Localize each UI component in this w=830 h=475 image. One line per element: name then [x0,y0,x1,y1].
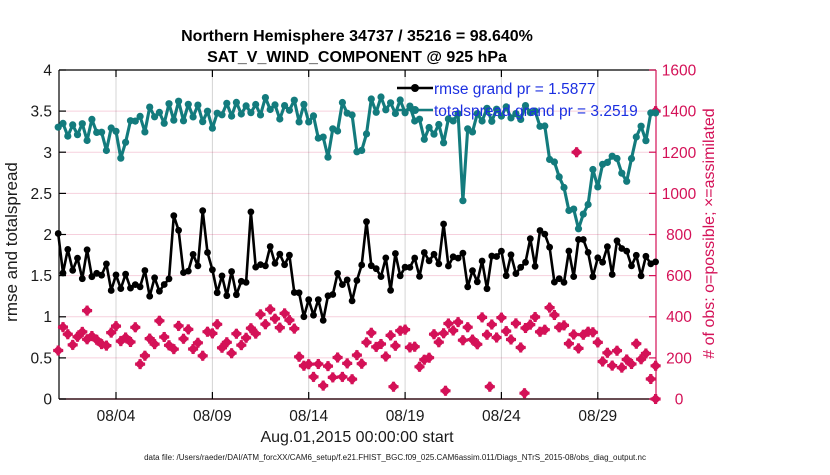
svg-text:1400: 1400 [662,104,697,121]
svg-text:# of obs: o=possible; ×=assimi: # of obs: o=possible; ×=assimilated [701,108,718,358]
svg-text:1.5: 1.5 [30,268,52,285]
svg-text:2.5: 2.5 [30,186,52,203]
svg-text:08/29: 08/29 [578,408,617,425]
svg-text:600: 600 [666,268,692,285]
svg-text:08/24: 08/24 [482,408,521,425]
svg-text:08/09: 08/09 [193,408,232,425]
svg-text:200: 200 [666,350,692,367]
svg-text:rmse grand pr = 1.5877: rmse grand pr = 1.5877 [434,81,596,98]
svg-text:800: 800 [666,227,692,244]
svg-text:3: 3 [43,145,52,162]
svg-text:0.5: 0.5 [30,350,52,367]
svg-text:Aug.01,2015 00:00:00 start: Aug.01,2015 00:00:00 start [260,429,454,446]
svg-text:1: 1 [43,309,52,326]
svg-text:08/04: 08/04 [97,408,136,425]
svg-text:08/19: 08/19 [386,408,425,425]
svg-text:2: 2 [43,227,52,244]
svg-text:0: 0 [675,392,684,409]
svg-text:0: 0 [43,392,52,409]
svg-text:Northern Hemisphere 34737 / 35: Northern Hemisphere 34737 / 35216 = 98.6… [181,28,533,45]
svg-text:08/14: 08/14 [289,408,328,425]
svg-text:data file: /Users/raeder/DAI/A: data file: /Users/raeder/DAI/ATM_forcXX/… [144,453,646,462]
svg-text:rmse and totalspread: rmse and totalspread [2,162,21,322]
svg-text:400: 400 [666,309,692,326]
svg-text:3.5: 3.5 [30,104,52,121]
svg-text:1000: 1000 [662,186,697,203]
svg-text:1200: 1200 [662,145,697,162]
svg-text:totalspread grand pr = 3.2519: totalspread grand pr = 3.2519 [434,103,638,120]
svg-text:4: 4 [43,63,52,80]
svg-text:1600: 1600 [662,63,697,80]
svg-text:SAT_V_WIND_COMPONENT @ 925 hPa: SAT_V_WIND_COMPONENT @ 925 hPa [207,49,507,66]
